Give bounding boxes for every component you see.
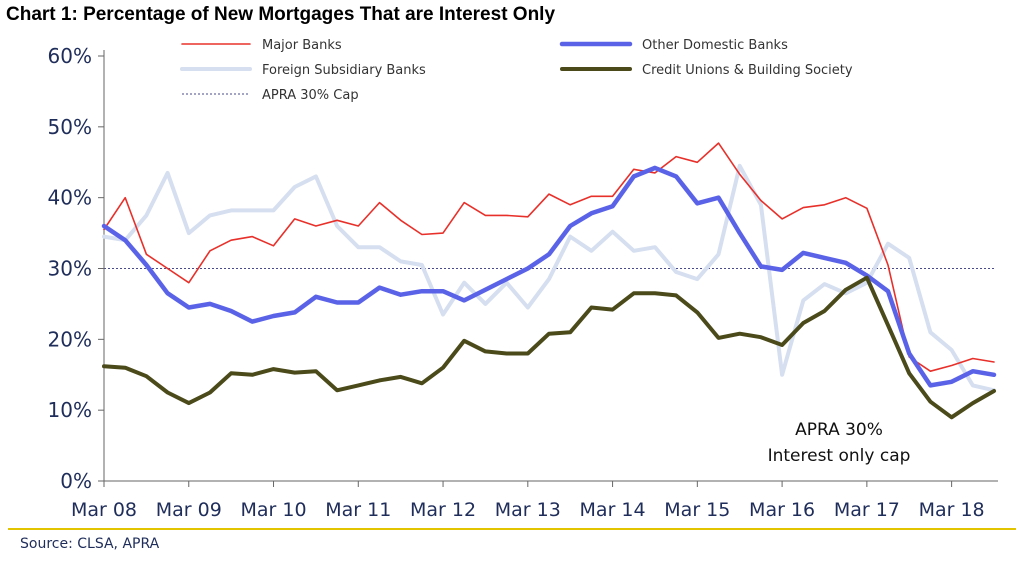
x-tick-label: Mar 12 [410,499,476,521]
legend-label: Major Banks [262,38,342,53]
series-line-credit-unions-building-society [102,275,996,420]
x-tick-label: Mar 10 [240,499,306,521]
legend-label: APRA 30% Cap [262,88,359,103]
y-tick-label: 20% [48,327,92,351]
y-tick-label: 60% [48,44,92,68]
legend-label: Foreign Subsidiary Banks [262,63,426,78]
y-tick-label: 0% [60,469,92,493]
series-line-foreign-subsidiary-banks [102,163,996,393]
x-tick-label: Mar 17 [834,499,900,521]
x-tick-label: Mar 11 [325,499,391,521]
legend-label: Other Domestic Banks [642,38,788,53]
footer-divider [8,528,1016,530]
x-tick-label: Mar 13 [495,499,561,521]
chart-title: Chart 1: Percentage of New Mortgages Tha… [6,4,556,25]
y-tick-label: 10% [48,398,92,422]
x-tick-label: Mar 18 [919,499,985,521]
annotation-text: Interest only cap [768,446,911,466]
x-tick-label: Mar 16 [749,499,815,521]
x-tick-label: Mar 15 [664,499,730,521]
annotation-text: APRA 30% [795,420,883,440]
y-tick-label: 30% [48,257,92,281]
source-note: Source: CLSA, APRA [20,536,160,552]
x-tick-label: Mar 14 [580,499,646,521]
y-tick-label: 50% [48,115,92,139]
x-tick-label: Mar 09 [156,499,222,521]
x-tick-label: Mar 08 [71,499,137,521]
legend-label: Credit Unions & Building Society [642,63,853,78]
series-line-major-banks [103,142,995,373]
series-line-other-domestic-banks [101,165,997,388]
y-tick-label: 40% [48,186,92,210]
